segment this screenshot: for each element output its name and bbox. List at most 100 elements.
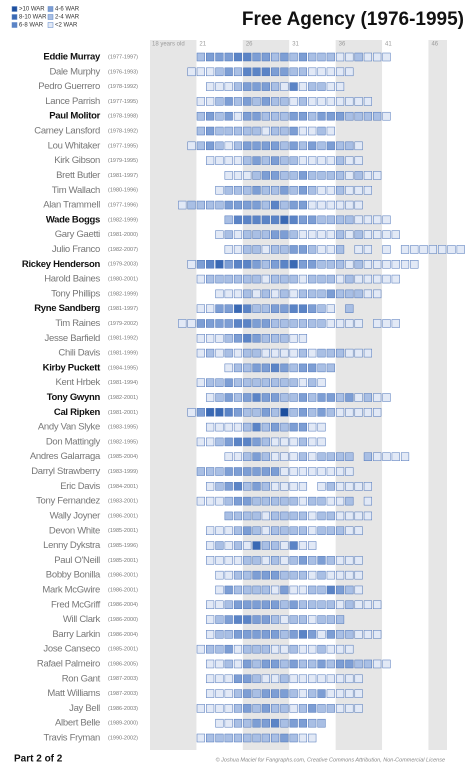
war-cell	[215, 733, 224, 743]
war-cell	[335, 704, 345, 713]
war-cell	[308, 230, 317, 239]
player-years: (1979-2002)	[108, 321, 138, 327]
war-cell	[280, 52, 289, 62]
war-cell	[308, 600, 317, 610]
war-cell	[326, 689, 335, 698]
war-cell	[261, 171, 270, 180]
player-name: Tim Raines	[55, 318, 100, 329]
war-cell	[289, 363, 298, 373]
war-cell	[308, 452, 317, 461]
war-cell	[233, 422, 243, 432]
war-cell	[280, 304, 289, 313]
war-cell	[196, 644, 205, 654]
war-cell	[298, 452, 308, 461]
war-cell	[215, 334, 224, 343]
player-years: (1979-2003)	[108, 262, 138, 268]
war-cell	[345, 467, 354, 476]
war-cell	[196, 126, 205, 136]
war-cell	[252, 274, 261, 284]
war-cell	[363, 600, 373, 610]
war-cell	[354, 585, 363, 595]
player-name: Jesse Barfield	[45, 333, 100, 344]
war-cell	[298, 526, 308, 535]
war-cell	[317, 452, 326, 461]
war-cell	[317, 185, 326, 195]
war-cell	[280, 689, 289, 698]
war-cell	[261, 437, 270, 447]
war-cell	[363, 215, 373, 225]
war-cell	[206, 600, 215, 610]
player-years: (1984-2001)	[108, 484, 138, 490]
war-cell	[233, 644, 243, 654]
war-cell	[206, 319, 215, 328]
war-cell	[335, 348, 345, 358]
war-cell	[206, 526, 215, 535]
war-cell	[261, 704, 270, 713]
war-cell	[233, 289, 243, 299]
player-name: Dale Murphy	[49, 66, 100, 77]
war-cell	[261, 289, 270, 299]
war-cell	[243, 689, 252, 698]
war-cell	[289, 570, 298, 580]
war-cell	[335, 274, 345, 284]
war-cell	[354, 482, 363, 491]
player-name: Ryne Sandberg	[34, 303, 100, 314]
war-cell	[261, 408, 270, 417]
player-years: (1978-1992)	[108, 128, 138, 134]
war-cell	[373, 111, 382, 121]
war-cell	[243, 600, 252, 610]
x-tick-label: 41	[385, 42, 392, 48]
war-cell	[289, 452, 298, 461]
war-cell	[317, 230, 326, 239]
war-cell	[363, 393, 373, 402]
war-cell	[224, 348, 233, 358]
war-cell	[335, 452, 345, 461]
war-cell	[354, 260, 363, 269]
war-cell	[308, 363, 317, 373]
war-cell	[317, 260, 326, 269]
war-cell	[271, 467, 280, 476]
war-cell	[243, 289, 252, 299]
war-cell	[317, 422, 326, 432]
war-cell	[289, 526, 298, 535]
war-cell	[261, 600, 270, 610]
war-cell	[178, 319, 187, 328]
war-cell	[289, 289, 298, 299]
war-cell	[224, 467, 233, 476]
war-cell	[298, 570, 308, 580]
war-cell	[206, 556, 215, 565]
war-cell	[289, 52, 298, 62]
war-cell	[196, 704, 205, 713]
war-cell	[280, 97, 289, 106]
war-cell	[252, 659, 261, 669]
war-cell	[280, 156, 289, 165]
war-cell	[233, 408, 243, 417]
war-cell	[354, 274, 363, 284]
war-cell	[298, 496, 308, 506]
player-years: (1985-2001)	[108, 528, 138, 534]
war-cell	[400, 260, 410, 269]
war-cell	[224, 585, 233, 595]
war-cell	[298, 245, 308, 254]
war-cell	[196, 52, 205, 62]
player-name: Alan Trammell	[43, 200, 100, 211]
war-cell	[289, 511, 298, 521]
war-cell	[298, 348, 308, 358]
war-cell	[308, 570, 317, 580]
war-cell	[373, 319, 382, 328]
war-cell	[308, 556, 317, 565]
war-cell	[271, 52, 280, 62]
war-cell	[410, 260, 419, 269]
war-cell	[252, 718, 261, 728]
war-cell	[261, 215, 270, 225]
player-years: (1977-1996)	[108, 202, 138, 208]
war-cell	[345, 304, 354, 313]
war-cell	[326, 674, 335, 684]
band	[150, 40, 197, 750]
war-cell	[233, 126, 243, 136]
war-cell	[224, 230, 233, 239]
war-cell	[363, 289, 373, 299]
war-cell	[289, 600, 298, 610]
war-cell	[243, 704, 252, 713]
war-cell	[326, 126, 335, 136]
